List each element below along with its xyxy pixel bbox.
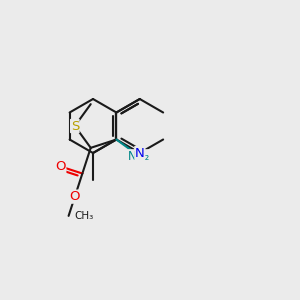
Text: CH₃: CH₃ (74, 211, 93, 221)
Text: NH₂: NH₂ (128, 150, 151, 163)
Text: O: O (55, 160, 66, 173)
Text: N: N (135, 146, 145, 160)
Text: O: O (70, 190, 80, 203)
Text: S: S (70, 119, 79, 133)
